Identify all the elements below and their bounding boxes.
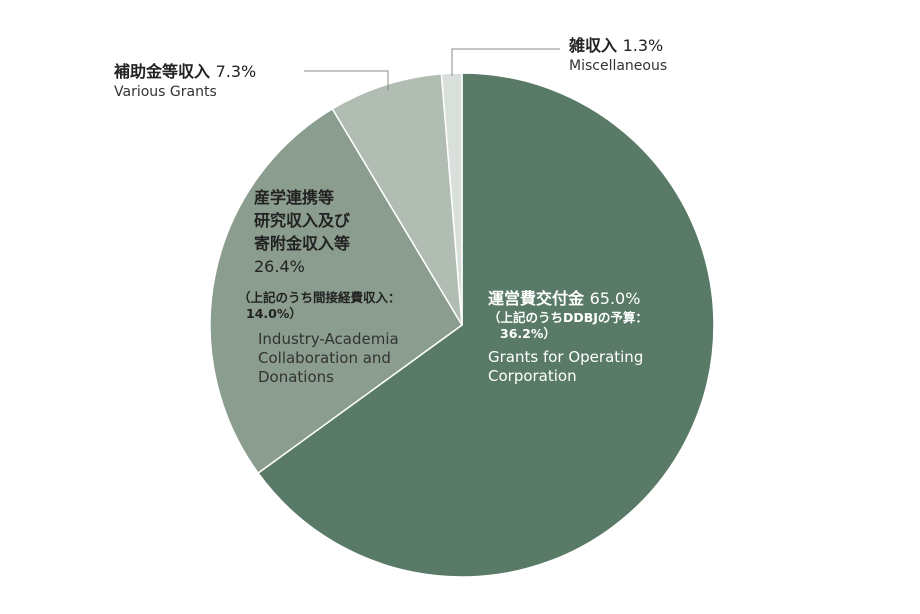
grants-value-label: 7.3%: [215, 62, 257, 81]
slice-label-industry-academia: 産学連携等 研究収入及び 寄附金収入等 26.4%: [254, 186, 350, 278]
misc-en: Miscellaneous: [569, 58, 668, 74]
industry-en: Industry-Academia Collaboration and Dona…: [258, 330, 399, 387]
industry-en-line3: Donations: [258, 368, 334, 386]
grants-jp-text: 補助金等収入: [114, 62, 211, 81]
slice-operating-grants: [257, 72, 715, 578]
misc-value-label: 1.3%: [622, 36, 664, 55]
operating-note-line2: 36.2%）: [500, 326, 556, 341]
slice-label-various-grants: 補助金等収入 7.3% Various Grants: [114, 60, 256, 102]
industry-value-label: 26.4%: [254, 257, 305, 276]
slice-industry-academia: [209, 107, 463, 475]
operating-note-line1: （上記のうちDDBJの予算：: [488, 310, 648, 325]
industry-en-line2: Collaboration and: [258, 349, 391, 367]
leader-line-miscellaneous: [451, 48, 560, 76]
industry-note-line1: （上記のうち間接経費収入：: [238, 290, 401, 305]
industry-jp-line3: 寄附金収入等: [254, 234, 351, 253]
operating-en-line1: Grants for Operating: [488, 348, 644, 366]
operating-jp-text: 運営費交付金: [488, 289, 585, 308]
slice-label-operating-grants: 運営費交付金 65.0% （上記のうちDDBJの予算： 36.2%） Grant…: [488, 287, 648, 386]
industry-note-line2: 14.0%）: [246, 306, 302, 321]
operating-en-line2: Corporation: [488, 367, 577, 385]
misc-jp: 雑収入 1.3%: [569, 34, 667, 57]
slice-label-miscellaneous: 雑収入 1.3% Miscellaneous: [569, 34, 667, 76]
industry-jp-line2: 研究収入及び: [254, 211, 351, 230]
industry-en-line1: Industry-Academia: [258, 330, 399, 348]
industry-note: （上記のうち間接経費収入： 14.0%）: [238, 290, 401, 322]
industry-jp-line1: 産学連携等: [254, 188, 335, 207]
grants-en: Various Grants: [114, 84, 217, 100]
misc-jp-text: 雑収入: [569, 36, 618, 55]
slice-various-grants: [331, 73, 463, 326]
operating-value-label: 65.0%: [589, 289, 641, 308]
grants-jp: 補助金等収入 7.3%: [114, 60, 256, 83]
leader-line-various-grants: [304, 70, 389, 90]
slice-label-operating-jp: 運営費交付金 65.0%: [488, 287, 648, 310]
